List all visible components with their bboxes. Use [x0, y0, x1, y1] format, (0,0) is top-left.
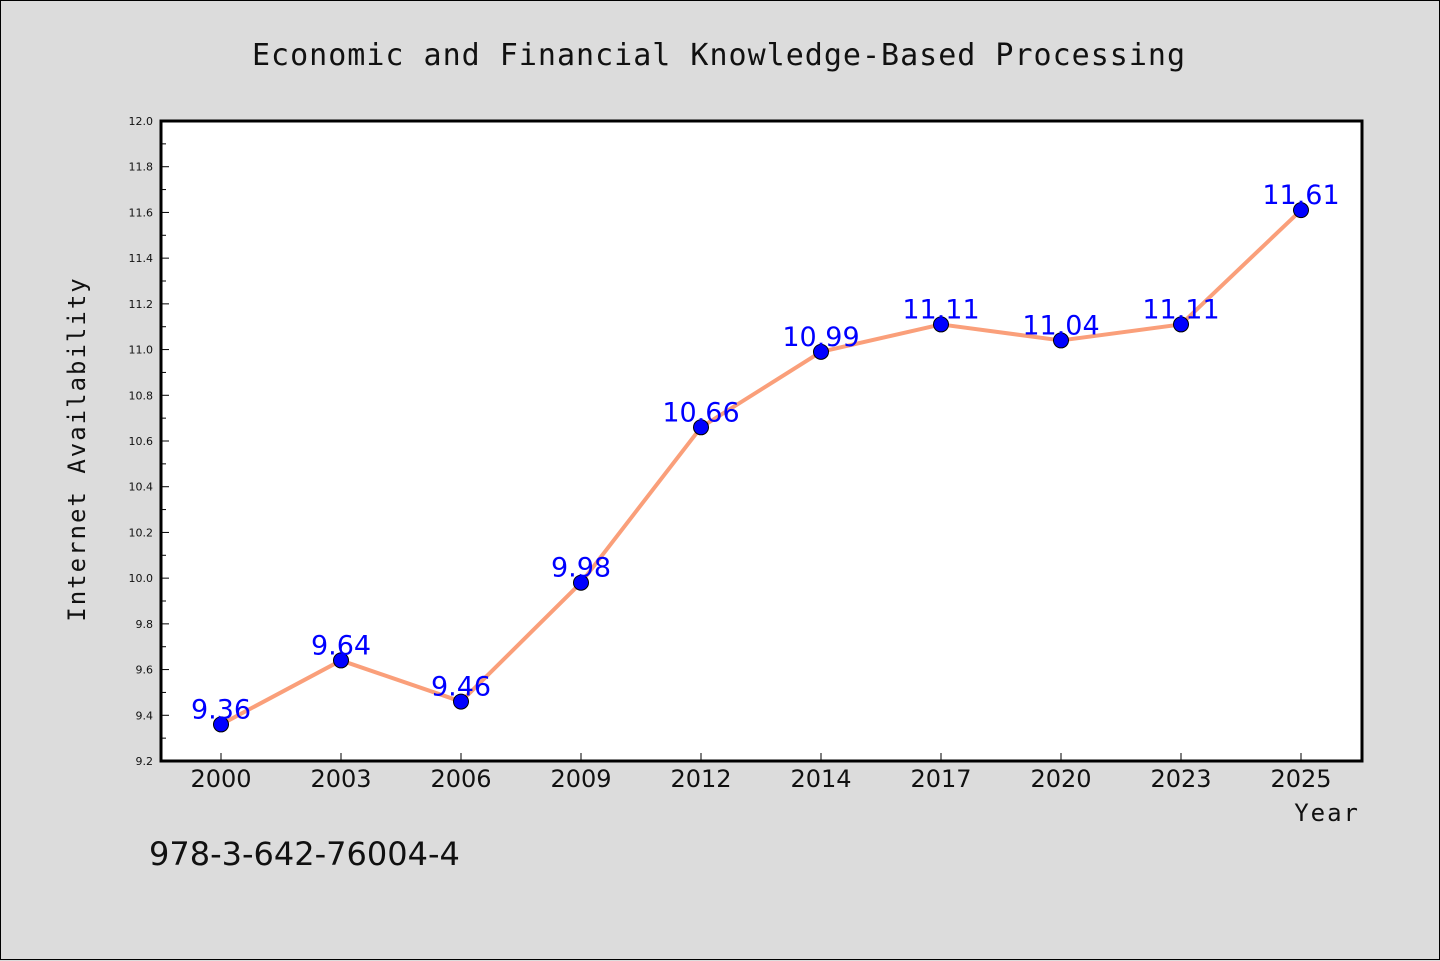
data-point [1053, 332, 1069, 349]
data-point [1173, 316, 1189, 333]
data-point [573, 574, 589, 591]
y-tick-label: 10.2 [129, 526, 154, 539]
y-tick-label: 10.0 [129, 572, 154, 585]
x-tick-label: 2014 [790, 765, 851, 793]
data-label: 11.11 [1142, 294, 1219, 325]
y-tick-label: 10.8 [129, 389, 154, 402]
data-point [333, 652, 349, 669]
x-tick-label: 2023 [1150, 765, 1211, 793]
chart-title: Economic and Financial Knowledge-Based P… [252, 38, 1186, 73]
series-line [220, 208, 1303, 727]
series-group [213, 202, 1309, 733]
y-tick-label: 9.6 [136, 664, 154, 677]
y-axis-title: Internet Availability [63, 276, 91, 621]
y-tick-label: 12.0 [129, 115, 154, 128]
data-label: 11.61 [1262, 180, 1339, 211]
x-tick-label: 2017 [910, 765, 971, 793]
data-point [693, 419, 709, 436]
data-label: 9.64 [311, 630, 371, 661]
x-tick-label: 2003 [310, 765, 371, 793]
x-tick-label: 2009 [550, 765, 611, 793]
x-axis: 2000 2003 2006 2009 2012 2014 2017 2020 2023 2025 [190, 753, 1332, 793]
y-tick-label: 11.8 [129, 161, 154, 174]
data-point [453, 693, 469, 710]
data-label: 10.99 [782, 322, 859, 353]
y-tick-label: 11.0 [129, 344, 154, 357]
x-tick-label: 2012 [670, 765, 731, 793]
y-tick-label: 11.6 [129, 206, 154, 219]
y-tick-label: 9.8 [136, 618, 154, 631]
x-tick-label: 2000 [190, 765, 251, 793]
data-point [933, 316, 949, 333]
y-tick-label: 11.2 [129, 298, 154, 311]
data-point [813, 343, 829, 360]
x-tick-label: 2025 [1270, 765, 1331, 793]
data-label: 9.98 [551, 553, 611, 584]
data-label: 11.11 [902, 294, 979, 325]
data-label: 10.66 [662, 397, 739, 428]
y-tick-label: 11.4 [129, 252, 154, 265]
data-point [213, 716, 229, 733]
y-tick-label: 9.2 [136, 755, 154, 768]
data-labels: 9.36 9.64 9.46 9.98 10.66 10.99 11.11 11.04 11.1… [191, 180, 1340, 725]
y-tick-label: 10.6 [129, 435, 154, 448]
data-label: 9.46 [431, 672, 491, 703]
data-point [1293, 202, 1309, 219]
x-tick-label: 2020 [1030, 765, 1091, 793]
y-tick-label: 10.4 [129, 481, 154, 494]
x-tick-label: 2006 [430, 765, 491, 793]
y-tick-label: 9.4 [136, 709, 154, 722]
data-label: 11.04 [1022, 310, 1099, 341]
data-label: 9.36 [191, 694, 251, 725]
plot-area [159, 119, 1364, 763]
isbn-text: 978-3-642-76004-4 [149, 835, 460, 873]
x-axis-title: Year [1294, 799, 1360, 827]
y-axis: 9.2 9.4 9.6 9.8 10.0 10.2 10.4 10.6 10.8 11.0 11.2… [129, 115, 169, 768]
